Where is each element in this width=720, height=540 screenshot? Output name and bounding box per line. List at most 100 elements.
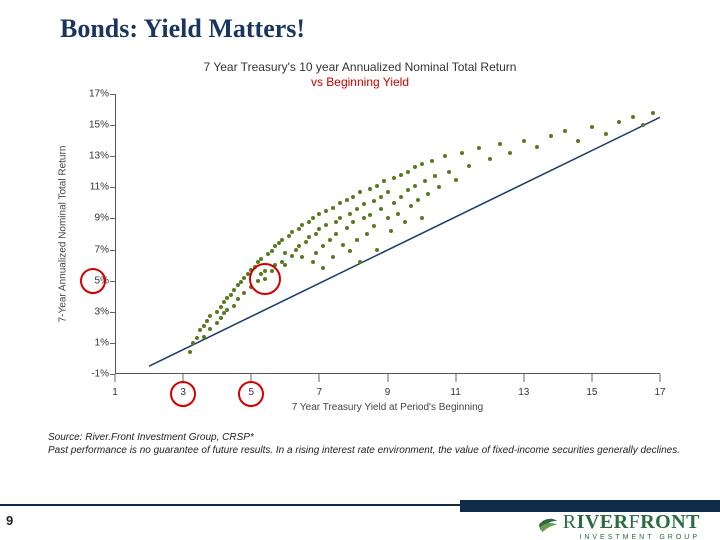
scatter-point <box>508 151 512 155</box>
y-tick-label: 17% <box>75 89 109 100</box>
scatter-point <box>379 207 383 211</box>
scatter-point <box>382 179 386 183</box>
scatter-point <box>375 248 379 252</box>
scatter-point <box>219 316 223 320</box>
scatter-point <box>280 238 284 242</box>
chart-title: 7 Year Treasury's 10 year Annualized Nom… <box>60 60 660 90</box>
scatter-point <box>430 159 434 163</box>
scatter-point <box>392 201 396 205</box>
scatter-point <box>355 207 359 211</box>
scatter-point <box>331 206 335 210</box>
scatter-point <box>365 232 369 236</box>
scatter-point <box>403 220 407 224</box>
x-axis-label: 7 Year Treasury Yield at Period's Beginn… <box>115 402 660 413</box>
scatter-point <box>488 157 492 161</box>
scatter-point <box>242 291 246 295</box>
y-tick-label: 11% <box>75 182 109 193</box>
logo: RIVERFRONT <box>537 511 700 534</box>
scatter-point <box>311 216 315 220</box>
scatter-point <box>362 216 366 220</box>
scatter-point <box>420 162 424 166</box>
scatter-point <box>345 198 349 202</box>
scatter-point <box>236 297 240 301</box>
scatter-point <box>372 224 376 228</box>
scatter-point <box>389 229 393 233</box>
scatter-point <box>345 226 349 230</box>
scatter-point <box>467 164 471 168</box>
scatter-point <box>399 173 403 177</box>
y-tick-label: 3% <box>75 306 109 317</box>
scatter-point <box>208 314 212 318</box>
x-tick-label: 13 <box>518 387 529 398</box>
scatter-point <box>406 188 410 192</box>
chart-title-line2: vs Beginning Yield <box>311 75 409 89</box>
scatter-point <box>304 240 308 244</box>
scatter-point <box>239 280 243 284</box>
scatter-point <box>420 216 424 220</box>
scatter-point <box>372 199 376 203</box>
scatter-point <box>191 341 195 345</box>
scatter-point <box>297 244 301 248</box>
scatter-point <box>317 227 321 231</box>
scatter-point <box>351 195 355 199</box>
scatter-point <box>232 304 236 308</box>
scatter-point <box>604 132 608 136</box>
scatter-point <box>368 213 372 217</box>
logo-f: F <box>629 511 641 533</box>
scatter-point <box>229 293 233 297</box>
scatter-point <box>202 335 206 339</box>
scatter-point <box>341 243 345 247</box>
scatter-point <box>433 174 437 178</box>
logo-swoosh-icon <box>537 512 559 534</box>
scatter-point <box>311 260 315 264</box>
scatter-point <box>641 123 645 127</box>
scatter-point <box>386 216 390 220</box>
chart-plot-area: 7-Year Annualized Nominal Total Return 7… <box>115 94 660 374</box>
scatter-point <box>498 142 502 146</box>
scatter-point <box>314 232 318 236</box>
scatter-point <box>215 321 219 325</box>
y-axis-label: 7-Year Annualized Nominal Total Return <box>58 104 69 364</box>
x-tick-label: 9 <box>385 387 391 398</box>
x-tick-label: 15 <box>586 387 597 398</box>
scatter-point <box>631 115 635 119</box>
scatter-point <box>198 328 202 332</box>
scatter-point <box>651 111 655 115</box>
highlight-circle <box>249 263 281 295</box>
scatter-point <box>317 212 321 216</box>
scatter-point <box>270 249 274 253</box>
scatter-point <box>348 249 352 253</box>
scatter-point <box>447 170 451 174</box>
scatter-point <box>188 350 192 354</box>
page-number: 9 <box>6 513 13 528</box>
scatter-point <box>321 244 325 248</box>
scatter-point <box>379 195 383 199</box>
scatter-point <box>202 324 206 328</box>
scatter-point <box>205 319 209 323</box>
scatter-point <box>375 184 379 188</box>
scatter-point <box>297 227 301 231</box>
scatter-point <box>426 192 430 196</box>
y-tick-label: 7% <box>75 244 109 255</box>
scatter-point <box>348 212 352 216</box>
scatter-point <box>454 178 458 182</box>
scatter-point <box>477 146 481 150</box>
scatter-point <box>522 139 526 143</box>
page-title: Bonds: Yield Matters! <box>60 14 305 44</box>
scatter-point <box>338 201 342 205</box>
scatter-point <box>307 235 311 239</box>
x-tick-label: 7 <box>317 387 323 398</box>
y-tick-label: -1% <box>75 369 109 380</box>
scatter-point <box>399 195 403 199</box>
y-tick-label: 15% <box>75 120 109 131</box>
logo-ront: RONT <box>640 511 700 533</box>
scatter-point <box>443 154 447 158</box>
scatter-point <box>563 129 567 133</box>
scatter-point <box>413 165 417 169</box>
scatter-point <box>358 260 362 264</box>
scatter-point <box>219 305 223 309</box>
footnote-source: Source: River.Front Investment Group, CR… <box>48 432 254 443</box>
scatter-point <box>549 134 553 138</box>
scatter-point <box>409 204 413 208</box>
scatter-point <box>232 288 236 292</box>
